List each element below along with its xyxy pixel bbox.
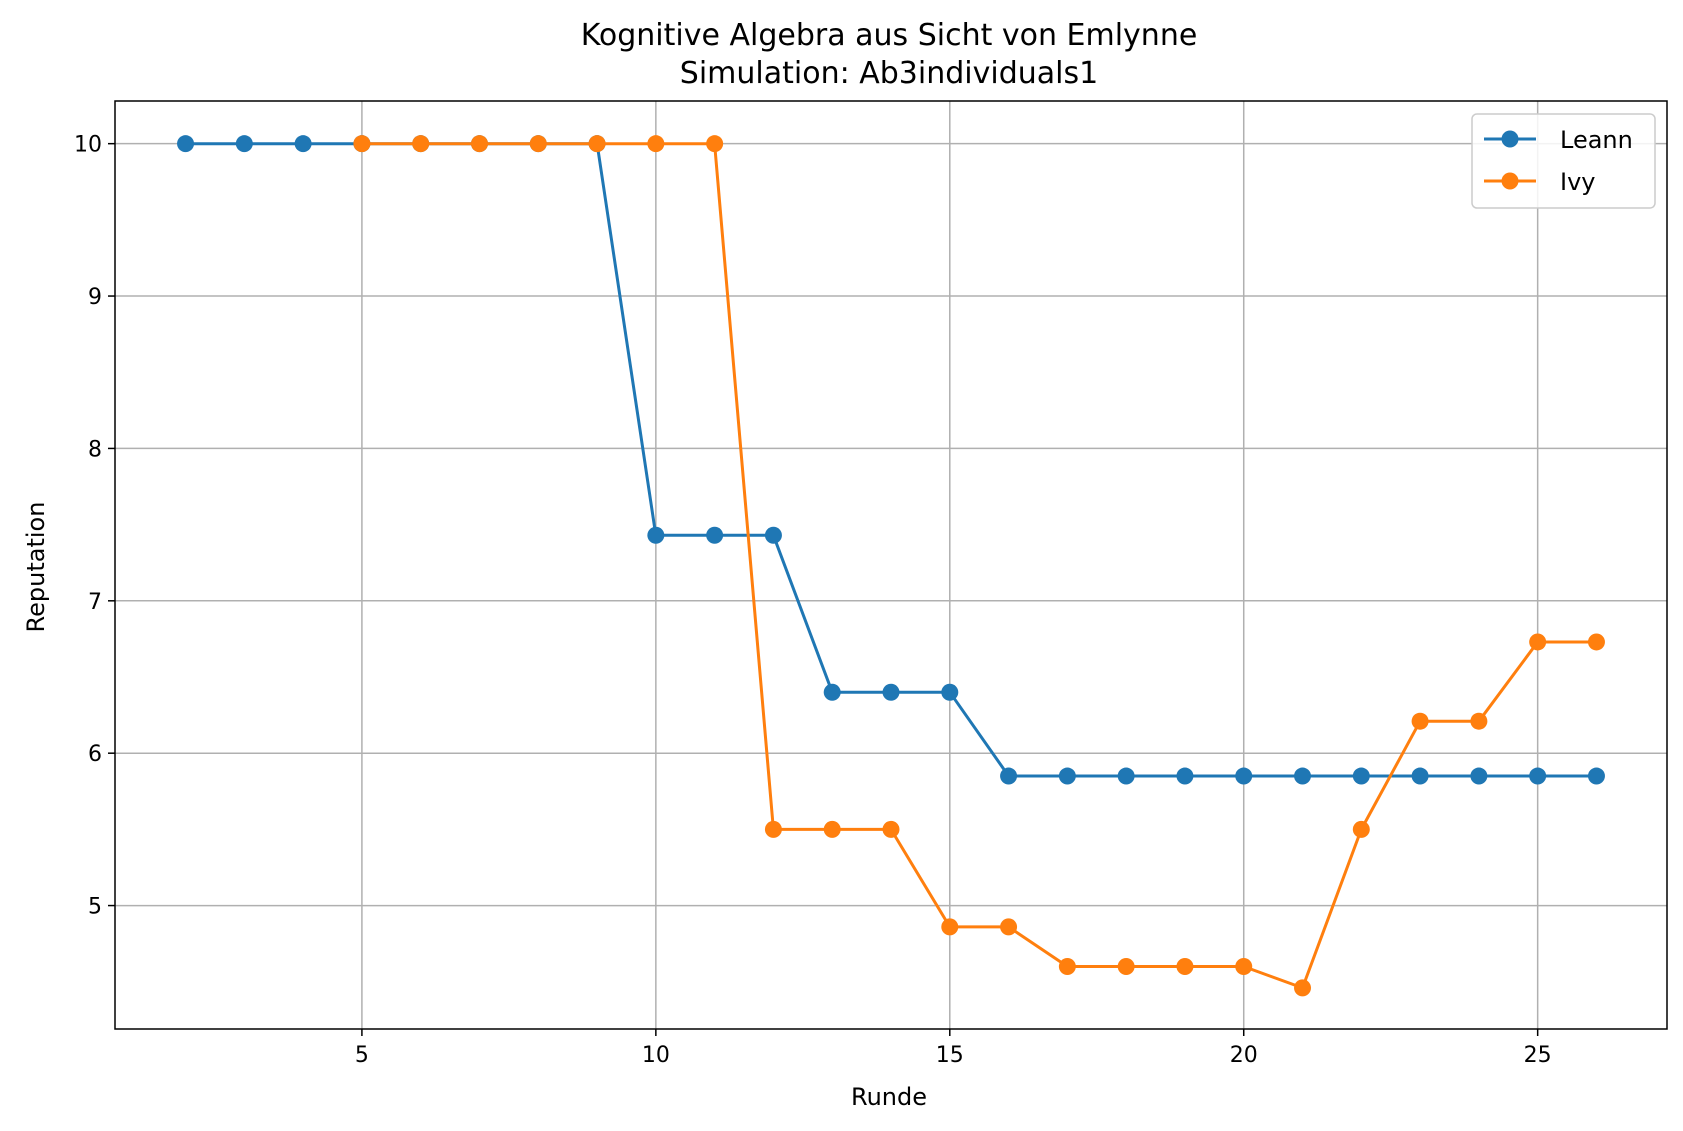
data-point-leann	[1470, 767, 1488, 785]
data-point-ivy	[588, 135, 606, 153]
x-tick-label: 5	[355, 1043, 369, 1068]
data-point-leann	[1294, 767, 1312, 785]
x-tick-label: 25	[1524, 1043, 1552, 1068]
data-point-leann	[1411, 767, 1429, 785]
data-point-leann	[823, 683, 841, 701]
x-tick-label: 20	[1230, 1043, 1258, 1068]
data-point-leann	[1587, 767, 1605, 785]
data-point-leann	[941, 683, 959, 701]
data-point-ivy	[1294, 979, 1312, 997]
legend-label: Leann	[1560, 126, 1633, 154]
y-axis-label: Reputation	[22, 502, 50, 633]
data-point-leann	[706, 526, 724, 544]
data-point-ivy	[764, 820, 782, 838]
data-point-ivy	[1117, 958, 1135, 976]
legend-swatch-marker	[1501, 172, 1519, 190]
data-point-ivy	[1352, 820, 1370, 838]
data-point-leann	[764, 526, 782, 544]
y-tick-label: 8	[88, 437, 102, 462]
data-point-leann	[1058, 767, 1076, 785]
y-tick-label: 9	[88, 285, 102, 310]
data-point-leann	[1176, 767, 1194, 785]
series-ivy	[353, 135, 1605, 997]
data-point-ivy	[1529, 633, 1547, 651]
x-tick-label: 15	[936, 1043, 964, 1068]
data-point-ivy	[823, 820, 841, 838]
data-point-ivy	[1470, 712, 1488, 730]
data-point-ivy	[1411, 712, 1429, 730]
data-point-ivy	[1000, 918, 1018, 936]
data-point-ivy	[1235, 958, 1253, 976]
data-point-leann	[1235, 767, 1253, 785]
legend-swatch-marker	[1501, 130, 1519, 148]
data-point-leann	[1529, 767, 1547, 785]
legend-item-leann: Leann	[1484, 126, 1633, 154]
series-line-ivy	[361, 142, 1597, 990]
y-tick-label: 5	[88, 895, 102, 920]
y-tick-label: 7	[88, 590, 102, 615]
x-axis-label: Runde	[851, 1083, 927, 1111]
data-point-leann	[1117, 767, 1135, 785]
chart-subtitle: Simulation: Ab3individuals1	[680, 56, 1098, 91]
data-point-leann	[177, 135, 195, 153]
legend-item-ivy: Ivy	[1484, 168, 1595, 196]
data-point-ivy	[647, 135, 665, 153]
data-point-ivy	[706, 135, 724, 153]
series-layer	[177, 135, 1605, 997]
data-point-ivy	[412, 135, 430, 153]
x-axis-ticks: 5 10 15 20 25	[355, 1029, 1552, 1068]
data-point-ivy	[1176, 958, 1194, 976]
y-axis-ticks: 5 6 7 8 9 10	[74, 133, 115, 920]
data-point-ivy	[941, 918, 959, 936]
data-point-ivy	[882, 820, 900, 838]
chart-title: Kognitive Algebra aus Sicht von Emlynne	[581, 18, 1198, 53]
data-point-leann	[294, 135, 312, 153]
data-point-leann	[235, 135, 253, 153]
x-tick-label: 10	[642, 1043, 670, 1068]
data-point-ivy	[353, 135, 371, 153]
data-point-leann	[882, 683, 900, 701]
y-tick-label: 6	[88, 742, 102, 767]
data-point-ivy	[1058, 958, 1076, 976]
data-point-ivy	[529, 135, 547, 153]
data-point-leann	[1000, 767, 1018, 785]
data-point-ivy	[470, 135, 488, 153]
plot-frame	[114, 100, 1668, 1030]
legend: Leann Ivy	[1471, 113, 1656, 209]
data-point-ivy	[1587, 633, 1605, 651]
legend-label: Ivy	[1560, 168, 1595, 196]
data-point-leann	[647, 526, 665, 544]
y-tick-label: 10	[74, 133, 102, 158]
data-point-leann	[1352, 767, 1370, 785]
